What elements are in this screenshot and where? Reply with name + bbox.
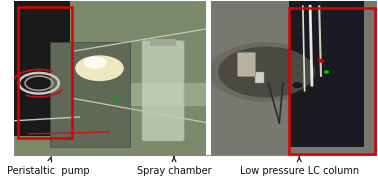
Circle shape: [210, 43, 323, 101]
Circle shape: [219, 47, 314, 97]
Circle shape: [301, 92, 309, 97]
Bar: [254, 72, 263, 83]
Bar: [14, 83, 208, 106]
Circle shape: [311, 88, 320, 93]
Bar: [290, 1, 364, 147]
Bar: [150, 39, 176, 46]
Circle shape: [325, 71, 328, 73]
Text: Spray chamber: Spray chamber: [136, 166, 211, 176]
Bar: [14, 1, 70, 136]
Bar: [289, 8, 375, 154]
Text: Peristaltic  pump: Peristaltic pump: [7, 166, 90, 176]
Bar: [51, 42, 130, 147]
Bar: [209, 1, 377, 155]
Text: Low pressure LC column: Low pressure LC column: [240, 166, 359, 176]
Bar: [209, 1, 377, 155]
Bar: [206, 1, 211, 155]
FancyBboxPatch shape: [237, 52, 256, 77]
Circle shape: [85, 57, 106, 68]
Circle shape: [76, 56, 123, 81]
Bar: [14, 1, 208, 155]
FancyBboxPatch shape: [142, 40, 184, 141]
Circle shape: [293, 83, 302, 87]
Circle shape: [319, 59, 324, 62]
Bar: [18, 7, 71, 138]
